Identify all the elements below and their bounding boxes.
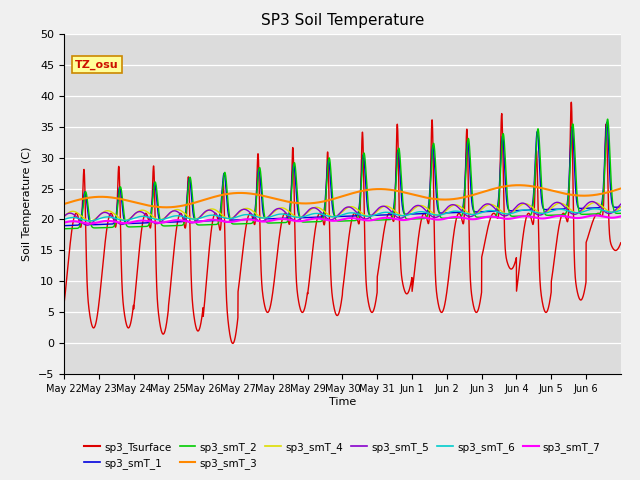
Line: sp3_smT_5: sp3_smT_5 (64, 202, 621, 225)
sp3_smT_2 (60, 226, 68, 232)
sp3_smT_7 (591, 213, 599, 218)
sp3_smT_5 (588, 199, 596, 204)
sp3_smT_1 (603, 120, 611, 125)
sp3_smT_2 (496, 179, 504, 184)
sp3_Tsurface (431, 273, 439, 279)
sp3_smT_6 (496, 210, 504, 216)
sp3_smT_7 (86, 221, 93, 227)
Y-axis label: Soil Temperature (C): Soil Temperature (C) (22, 147, 33, 261)
sp3_smT_3 (163, 204, 170, 210)
Line: sp3_smT_7: sp3_smT_7 (64, 216, 621, 224)
sp3_smT_7 (156, 220, 164, 226)
sp3_smT_1 (617, 204, 625, 210)
sp3_smT_2 (604, 116, 611, 122)
sp3_smT_5 (617, 201, 625, 207)
sp3_smT_4 (591, 200, 598, 205)
sp3_smT_3 (472, 192, 479, 197)
sp3_smT_6 (60, 216, 68, 222)
sp3_smT_4 (86, 218, 94, 224)
sp3_smT_3 (156, 204, 164, 210)
sp3_smT_1 (472, 209, 479, 215)
Legend: sp3_Tsurface, sp3_smT_1, sp3_smT_2, sp3_smT_3, sp3_smT_4, sp3_smT_5, sp3_smT_6, : sp3_Tsurface, sp3_smT_1, sp3_smT_2, sp3_… (80, 438, 605, 473)
Line: sp3_smT_3: sp3_smT_3 (64, 185, 621, 207)
sp3_smT_7 (472, 216, 479, 222)
sp3_smT_1 (496, 172, 504, 178)
sp3_smT_1 (156, 218, 164, 224)
sp3_Tsurface (472, 309, 479, 315)
sp3_smT_3 (431, 196, 439, 202)
sp3_smT_7 (431, 216, 439, 222)
sp3_smT_4 (60, 214, 68, 219)
sp3_smT_3 (496, 184, 504, 190)
sp3_smT_7 (488, 214, 496, 219)
sp3_Tsurface (156, 321, 164, 326)
Text: TZ_osu: TZ_osu (75, 60, 119, 70)
sp3_smT_1 (488, 208, 495, 214)
sp3_Tsurface (496, 166, 504, 171)
sp3_smT_6 (156, 217, 164, 223)
Line: sp3_smT_2: sp3_smT_2 (64, 119, 621, 229)
sp3_smT_4 (431, 212, 439, 217)
X-axis label: Time: Time (329, 397, 356, 407)
sp3_Tsurface (568, 99, 575, 105)
sp3_smT_4 (156, 217, 164, 223)
sp3_smT_4 (496, 207, 504, 213)
sp3_smT_2 (488, 214, 495, 220)
sp3_smT_6 (617, 207, 625, 213)
sp3_smT_2 (156, 216, 164, 222)
sp3_smT_6 (591, 206, 599, 212)
sp3_smT_5 (488, 203, 496, 208)
sp3_smT_2 (617, 210, 625, 216)
sp3_smT_5 (420, 206, 428, 212)
sp3_smT_7 (60, 220, 68, 226)
sp3_smT_3 (515, 182, 522, 188)
sp3_smT_3 (617, 186, 625, 192)
sp3_smT_5 (60, 214, 68, 219)
sp3_smT_2 (420, 216, 428, 222)
sp3_smT_3 (420, 194, 428, 200)
sp3_smT_4 (472, 211, 479, 217)
sp3_smT_4 (420, 204, 428, 209)
sp3_Tsurface (420, 210, 428, 216)
sp3_smT_5 (472, 211, 479, 216)
sp3_smT_6 (472, 211, 479, 217)
sp3_smT_1 (60, 223, 68, 228)
sp3_smT_5 (156, 220, 164, 226)
sp3_smT_7 (496, 215, 504, 221)
sp3_smT_2 (431, 157, 439, 163)
Title: SP3 Soil Temperature: SP3 Soil Temperature (260, 13, 424, 28)
Line: sp3_smT_1: sp3_smT_1 (64, 122, 621, 226)
sp3_smT_3 (488, 186, 496, 192)
Line: sp3_smT_6: sp3_smT_6 (64, 209, 621, 221)
sp3_smT_6 (420, 209, 428, 215)
Line: sp3_smT_4: sp3_smT_4 (64, 203, 621, 221)
Line: sp3_Tsurface: sp3_Tsurface (64, 102, 621, 343)
sp3_smT_7 (617, 214, 625, 219)
sp3_Tsurface (488, 212, 496, 218)
sp3_smT_7 (420, 215, 428, 220)
sp3_Tsurface (60, 301, 68, 307)
sp3_smT_5 (83, 222, 91, 228)
sp3_Tsurface (229, 340, 237, 346)
sp3_smT_6 (86, 218, 93, 224)
sp3_smT_1 (431, 176, 439, 181)
sp3_smT_6 (488, 208, 496, 214)
sp3_smT_6 (431, 212, 439, 218)
sp3_smT_5 (496, 211, 504, 216)
sp3_smT_2 (472, 213, 479, 219)
sp3_smT_3 (60, 201, 68, 207)
sp3_smT_1 (420, 211, 428, 216)
sp3_Tsurface (617, 240, 625, 246)
sp3_smT_5 (431, 215, 439, 220)
sp3_smT_4 (617, 204, 625, 210)
sp3_smT_4 (488, 202, 496, 207)
